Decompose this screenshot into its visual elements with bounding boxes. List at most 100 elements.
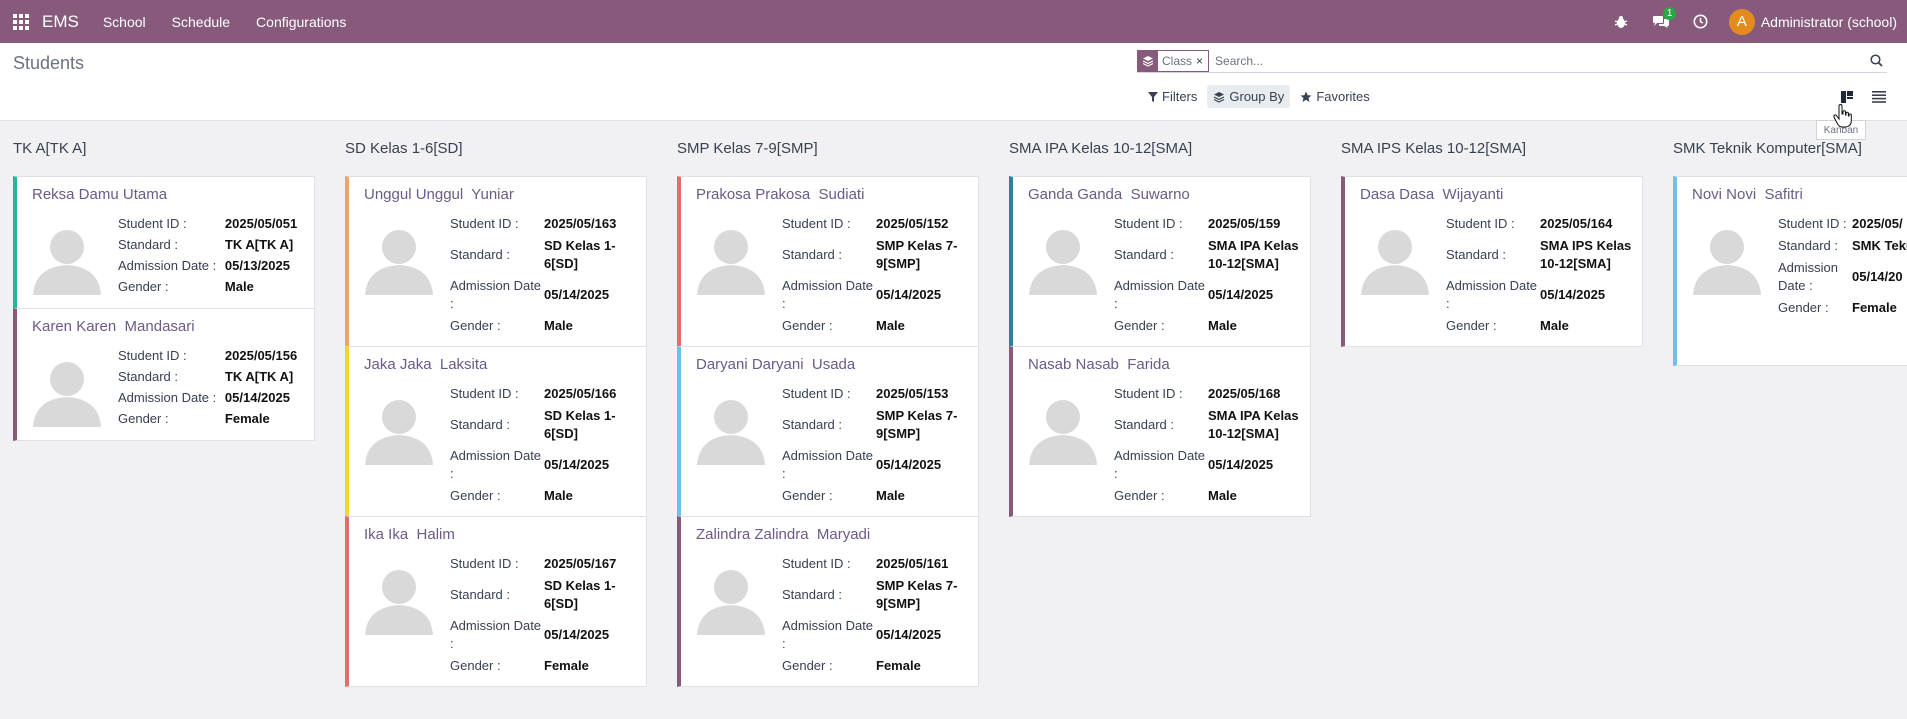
student-name[interactable]: Ika Ika Halim xyxy=(364,526,455,543)
student-card[interactable]: Ika Ika Halim Student ID : 2025/05/167 Stan… xyxy=(345,516,647,687)
search-icon[interactable] xyxy=(1865,54,1887,67)
menu-school[interactable]: School xyxy=(102,13,146,30)
field-value: SD Kelas 1-6[SD] xyxy=(544,408,616,441)
avatar-placeholder-icon xyxy=(1025,391,1101,465)
apps-grid-icon[interactable] xyxy=(0,0,42,43)
student-name[interactable]: Prakosa Prakosa Sudiati xyxy=(696,186,865,203)
student-card[interactable]: Novi Novi Safitri Student ID : 2025/05/Sta… xyxy=(1673,176,1907,366)
kanban-view-icon[interactable] xyxy=(1831,83,1863,111)
student-name[interactable]: Jaka Jaka Laksita xyxy=(364,356,488,373)
student-name[interactable]: Dasa Dasa Wijayanti xyxy=(1360,186,1504,203)
student-card[interactable]: Ganda Ganda Suwarno Student ID : 2025/05/1… xyxy=(1009,176,1311,347)
field-row-student-id: Student ID : 2025/05/153 xyxy=(782,385,978,403)
field-label: Admission Date : xyxy=(1114,278,1206,311)
student-name[interactable]: Zalindra Zalindra Maryadi xyxy=(696,526,871,543)
student-fields: Student ID : 2025/05/156 Standard : TK A[TK… xyxy=(118,347,314,431)
field-value: 05/13/2025 xyxy=(224,258,290,273)
field-label: Student ID : xyxy=(118,216,187,231)
student-fields: Student ID : 2025/05/152 Standard : SMP Kel… xyxy=(782,215,978,339)
field-value: 2025/05/163 xyxy=(544,216,617,231)
student-card[interactable]: Jaka Jaka Laksita Student ID : 2025/05/166… xyxy=(345,346,647,517)
bug-icon[interactable] xyxy=(1601,0,1641,43)
field-label: Gender : xyxy=(1114,318,1165,333)
field-label: Student ID : xyxy=(1778,216,1847,231)
field-label: Standard : xyxy=(782,587,842,602)
menu-configurations[interactable]: Configurations xyxy=(256,13,347,30)
field-value: 2025/05/167 xyxy=(544,556,617,571)
avatar-placeholder-icon xyxy=(1357,221,1433,295)
field-value: Male xyxy=(876,488,905,503)
field-value: 05/14/2025 xyxy=(544,287,610,302)
student-card[interactable]: Karen Karen Mandasari Student ID : 2025/05… xyxy=(13,308,315,441)
field-row-admission-date: Admission Date :05/14/2025 xyxy=(1114,277,1310,313)
column-title[interactable]: SMA IPS Kelas 10-12[SMA] xyxy=(1341,140,1527,157)
field-row-standard: Standard : SMA IPS Kelas 10-12[SMA] xyxy=(1446,237,1642,273)
student-name[interactable]: Unggul Unggul Yuniar xyxy=(364,186,514,203)
field-label: Gender : xyxy=(118,279,169,294)
avatar-placeholder-icon xyxy=(1025,221,1101,295)
field-value: 05/14/2025 xyxy=(876,287,942,302)
clock-icon[interactable] xyxy=(1681,0,1721,43)
facet-remove-button[interactable]: × xyxy=(1196,53,1204,68)
field-label: Admission Date : xyxy=(1114,448,1206,481)
student-card[interactable]: Dasa Dasa Wijayanti Student ID : 2025/05/1… xyxy=(1341,176,1643,347)
student-card[interactable]: Reksa Damu Utama Student ID :2025/05/051 S… xyxy=(13,176,315,309)
field-value: Male xyxy=(1208,488,1237,503)
student-name[interactable]: Daryani Daryani Usada xyxy=(696,356,856,373)
column-title[interactable]: SMK Teknik Komputer[SMA] xyxy=(1673,140,1862,157)
student-card[interactable]: Prakosa Prakosa Sudiati Student ID : 2025/… xyxy=(677,176,979,347)
search-bar: Class × xyxy=(1137,49,1887,73)
student-name[interactable]: Reksa Damu Utama xyxy=(32,186,168,203)
search-input[interactable] xyxy=(1215,53,1865,68)
field-row-student-id: Student ID : 2025/05/152 xyxy=(782,215,978,233)
field-label: Gender : xyxy=(782,488,833,503)
avatar-placeholder-icon xyxy=(693,561,769,635)
student-fields: Student ID : 2025/05/161 Standard : SMP Kel… xyxy=(782,555,978,679)
menu-schedule[interactable]: Schedule xyxy=(171,13,231,30)
student-card[interactable]: Unggul Unggul Yuniar Student ID : 2025/05/… xyxy=(345,176,647,347)
avatar-placeholder-icon xyxy=(693,221,769,295)
field-row-student-id: Student ID : 2025/05/164 xyxy=(1446,215,1642,233)
student-card[interactable]: Nasab Nasab Farida Student ID : 2025/05/16… xyxy=(1009,346,1311,517)
field-row-student-id: Student ID : 2025/05/166 xyxy=(450,385,646,403)
filters-button[interactable]: Filters xyxy=(1142,85,1203,108)
field-value: SMP Kelas 7-9[SMP] xyxy=(876,408,958,441)
column-title[interactable]: SMA IPA Kelas 10-12[SMA] xyxy=(1009,140,1193,157)
field-value: 2025/05/152 xyxy=(876,216,949,231)
star-icon xyxy=(1300,91,1312,102)
student-card[interactable]: Daryani Daryani Usada Student ID : 2025/05… xyxy=(677,346,979,517)
chat-icon[interactable]: 1 xyxy=(1641,0,1681,43)
groupby-button[interactable]: Group By xyxy=(1207,85,1291,108)
field-value: Male xyxy=(224,279,254,294)
favorites-button[interactable]: Favorites xyxy=(1294,85,1375,108)
field-label: Standard : xyxy=(450,247,510,262)
field-value: TK A[TK A] xyxy=(224,237,294,252)
layers-icon xyxy=(1138,50,1158,71)
column-title[interactable]: TK A[TK A] xyxy=(13,140,87,157)
field-value: 2025/05/156 xyxy=(224,348,298,363)
column-cards: Prakosa Prakosa Sudiati Student ID : 2025/… xyxy=(677,176,979,687)
field-row-standard: Standard : SD Kelas 1-6[SD] xyxy=(450,237,646,273)
student-name[interactable]: Karen Karen Mandasari xyxy=(32,318,195,335)
column-title[interactable]: SMP Kelas 7-9[SMP] xyxy=(677,140,818,157)
student-fields: Student ID : 2025/05/153 Standard : SMP Kel… xyxy=(782,385,978,509)
column-title[interactable]: SD Kelas 1-6[SD] xyxy=(345,140,463,157)
field-value: Male xyxy=(1208,318,1237,333)
student-name[interactable]: Nasab Nasab Farida xyxy=(1028,356,1170,373)
field-label: Student ID : xyxy=(118,348,187,363)
field-label: Gender : xyxy=(782,318,833,333)
student-card[interactable]: Zalindra Zalindra Maryadi Student ID : 202… xyxy=(677,516,979,687)
field-label: Student ID : xyxy=(782,216,851,231)
list-view-icon[interactable] xyxy=(1863,83,1895,111)
student-fields: Student ID : 2025/05/166 Standard : SD Kela… xyxy=(450,385,646,509)
student-name[interactable]: Ganda Ganda Suwarno xyxy=(1028,186,1190,203)
field-label: Student ID : xyxy=(450,216,519,231)
field-value: 05/14/2025 xyxy=(876,457,942,472)
field-value: SMK Teknik Komputer xyxy=(1852,238,1907,253)
student-name[interactable]: Novi Novi Safitri xyxy=(1692,186,1803,203)
field-value: 2025/05/ xyxy=(1852,216,1903,231)
field-label: Student ID : xyxy=(1114,386,1183,401)
user-menu[interactable]: A Administrator (school) xyxy=(1728,8,1897,35)
field-label: Gender : xyxy=(1778,300,1829,315)
app-brand[interactable]: EMS xyxy=(42,11,79,31)
